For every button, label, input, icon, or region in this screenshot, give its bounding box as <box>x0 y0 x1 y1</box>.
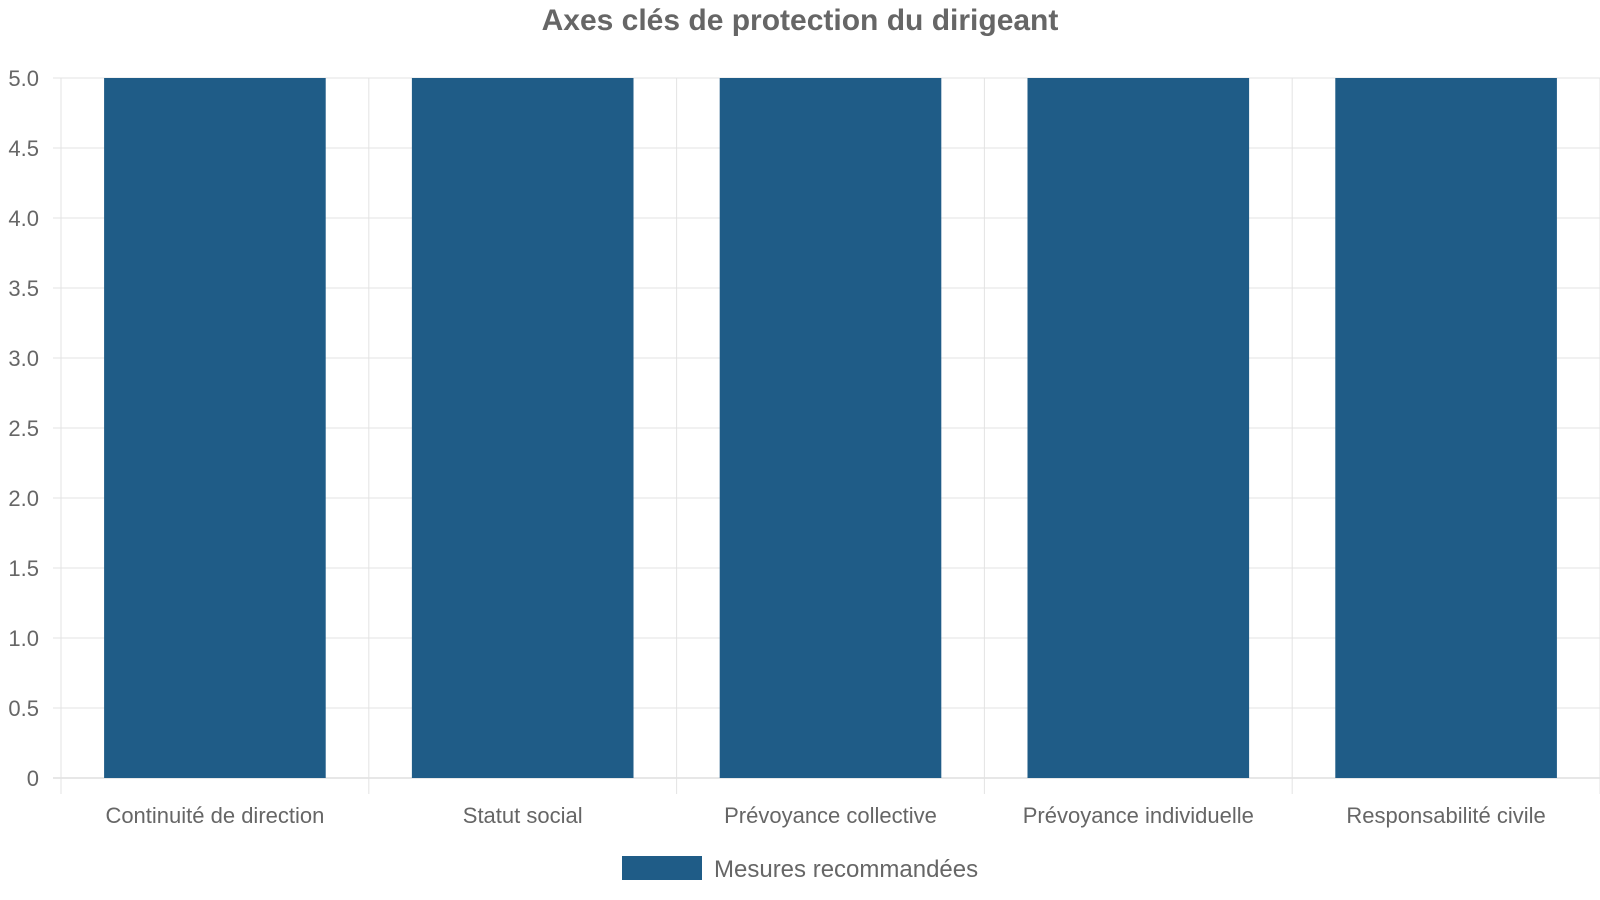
y-tick-label: 4.5 <box>8 136 39 161</box>
x-tick-label: Continuité de direction <box>105 803 324 828</box>
bar[interactable] <box>411 78 634 778</box>
bars <box>104 78 1557 778</box>
y-tick-label: 4.0 <box>8 206 39 231</box>
bar[interactable] <box>719 78 942 778</box>
y-tick-label: 2.5 <box>8 416 39 441</box>
bar[interactable] <box>1027 78 1250 778</box>
y-tick-label: 2.0 <box>8 486 39 511</box>
x-tick-label: Statut social <box>463 803 583 828</box>
y-tick-label: 5.0 <box>8 66 39 91</box>
x-tick-label: Responsabilité civile <box>1346 803 1545 828</box>
x-tick-label: Prévoyance collective <box>724 803 937 828</box>
x-tick-label: Prévoyance individuelle <box>1023 803 1254 828</box>
chart-title: Axes clés de protection du dirigeant <box>542 4 1059 37</box>
x-axis-ticks: Continuité de direction Statut social Prév… <box>105 803 1545 828</box>
legend-swatch <box>622 856 702 880</box>
y-tick-label: 3.0 <box>8 346 39 371</box>
legend-label: Mesures recommandées <box>714 856 978 883</box>
y-axis-ticks: 0 0.5 1.0 1.5 2.0 2.5 3.0 3.5 4.0 4.5 5.0 <box>8 66 39 791</box>
y-tick-label: 1.0 <box>8 626 39 651</box>
y-tick-label: 3.5 <box>8 276 39 301</box>
y-tick-label: 0 <box>27 766 39 791</box>
y-tick-label: 0.5 <box>8 696 39 721</box>
y-tick-label: 1.5 <box>8 556 39 581</box>
bar[interactable] <box>104 78 326 778</box>
legend[interactable]: Mesures recommandées <box>622 856 978 883</box>
bar[interactable] <box>1335 78 1557 778</box>
